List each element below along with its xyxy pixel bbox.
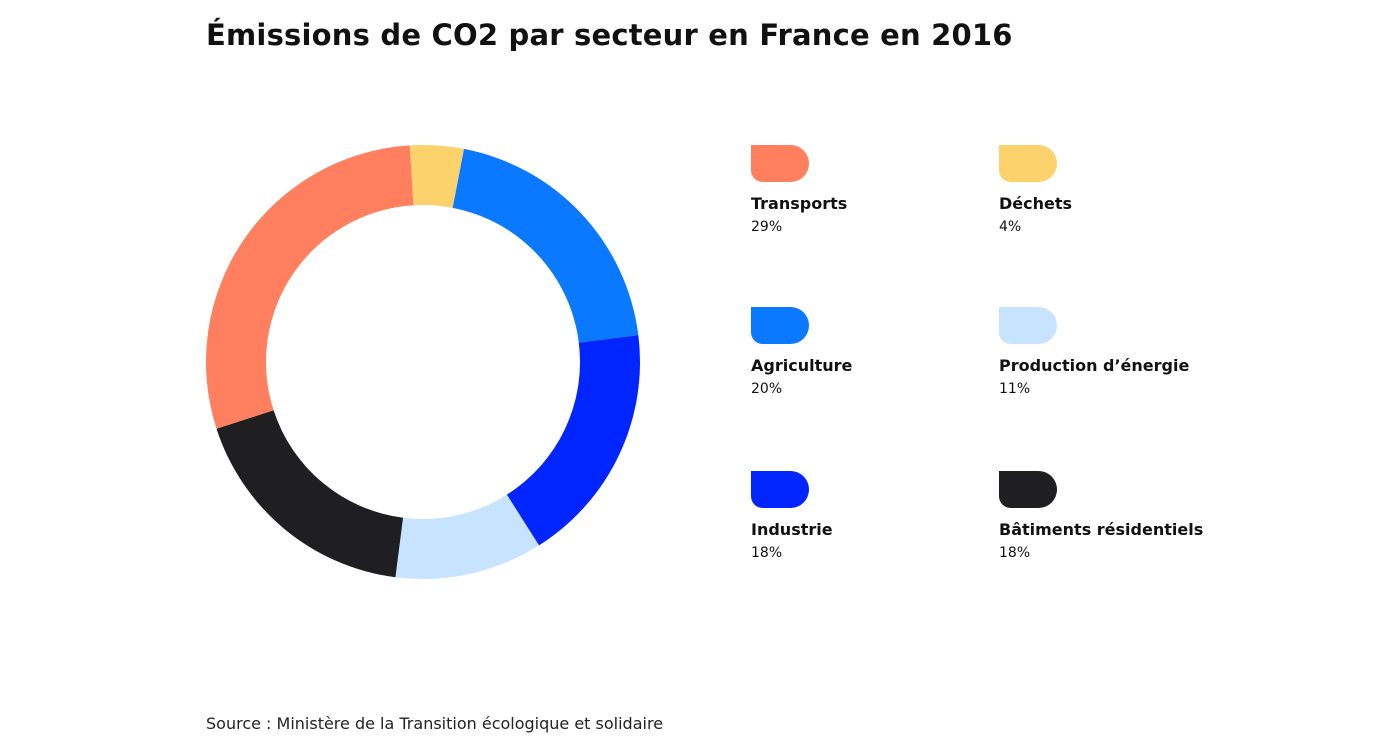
legend-value: 11% <box>999 381 1031 397</box>
legend-item: Production d’énergie 11% <box>999 307 1259 397</box>
legend-item: Déchets 4% <box>999 145 1259 235</box>
legend-swatch <box>751 471 809 508</box>
legend-label: Industrie <box>751 520 833 539</box>
donut-slice-production-denergie <box>395 494 539 579</box>
legend-swatch <box>751 145 809 182</box>
legend-item: Industrie 18% <box>751 471 1011 561</box>
donut-slice-industrie <box>506 335 640 546</box>
legend-item: Agriculture 20% <box>751 307 1011 397</box>
legend-value: 20% <box>751 381 783 397</box>
legend-label: Production d’énergie <box>999 356 1190 375</box>
legend-item: Transports 29% <box>751 145 1011 235</box>
chart-title: Émissions de CO2 par secteur en France e… <box>206 18 1013 52</box>
source-note: Source : Ministère de la Transition écol… <box>206 714 664 733</box>
legend-swatch <box>751 307 809 344</box>
legend-value: 4% <box>999 219 1022 235</box>
legend-label: Bâtiments résidentiels <box>999 520 1204 539</box>
donut-slice-batiments-residentiels <box>216 410 404 578</box>
donut-slice-dechets <box>409 145 465 208</box>
legend-swatch <box>999 471 1057 508</box>
legend-value: 18% <box>751 545 783 561</box>
legend-label: Déchets <box>999 194 1073 213</box>
donut-slice-transports <box>206 145 414 429</box>
legend-item: Bâtiments résidentiels 18% <box>999 471 1259 561</box>
legend-value: 29% <box>751 219 783 235</box>
legend-swatch <box>999 307 1057 344</box>
legend-label: Transports <box>751 194 848 213</box>
donut-slice-agriculture <box>452 148 639 343</box>
legend-swatch <box>999 145 1057 182</box>
legend-label: Agriculture <box>751 356 853 375</box>
legend-value: 18% <box>999 545 1031 561</box>
